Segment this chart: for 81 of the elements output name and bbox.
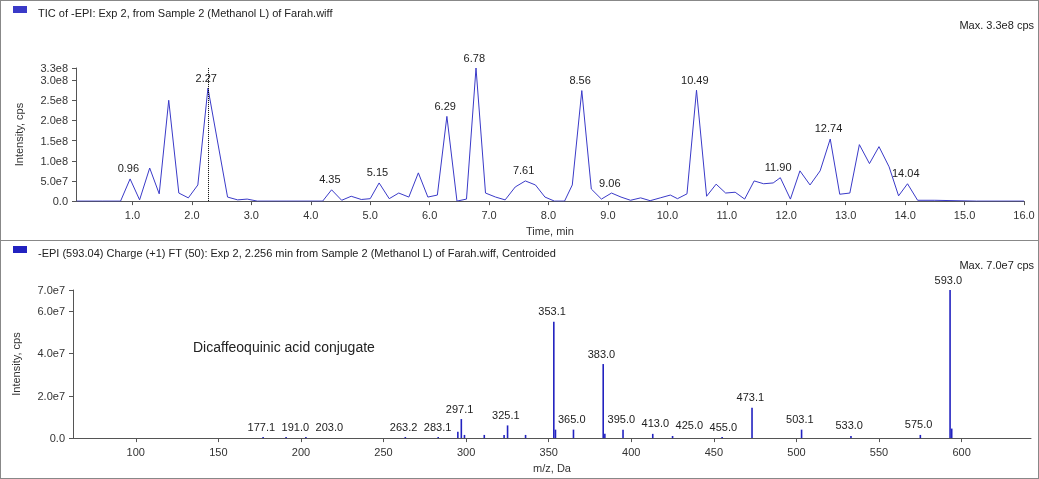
- annotation: 353.1: [538, 305, 566, 318]
- x-tick-label: 600: [952, 445, 971, 458]
- text: Max. 3.3e8 cps: [959, 18, 1035, 31]
- annotation: 7.61: [512, 164, 535, 177]
- y-tick-label: 1.5e8: [40, 134, 68, 147]
- x-tick-label: 3.0: [243, 208, 259, 221]
- y-tick-label: 3.0e8: [40, 74, 68, 87]
- annotation: 383.0: [587, 347, 616, 360]
- y-tick-label: 2.0e8: [40, 114, 68, 127]
- annotation: 263.2: [389, 420, 418, 433]
- x-tick-label: 350: [539, 445, 558, 458]
- annotation: 5.15: [366, 166, 389, 179]
- y-axis-title: Intensity, cps: [9, 331, 22, 396]
- x-tick-label: 250: [374, 445, 393, 458]
- x-tick-label: 500: [787, 445, 806, 458]
- x-axis-title: Time, min: [526, 224, 574, 237]
- annotation: 203.0: [315, 420, 344, 433]
- x-tick-label: 2.0: [184, 208, 200, 221]
- annotation: 473.1: [736, 391, 765, 404]
- y-tick-label: 0.0: [49, 432, 65, 445]
- y-tick-label: 1.0e8: [40, 154, 68, 167]
- annotation: 325.1: [492, 408, 520, 421]
- annotation: 503.1: [786, 413, 814, 426]
- annotation: 575.0: [904, 418, 933, 431]
- x-axis-title: m/z, Da: [533, 461, 572, 474]
- annotation: 6.29: [434, 99, 456, 112]
- y-tick-label: 5.0e7: [40, 174, 68, 187]
- annotation: 10.49: [681, 73, 709, 86]
- y-tick-label: 4.0e7: [37, 347, 65, 360]
- y-tick-label: 3.3e8: [40, 62, 68, 74]
- annotation: 14.04: [892, 167, 920, 180]
- x-tick-label: 200: [291, 445, 311, 458]
- annotation: 283.1: [423, 420, 452, 433]
- annotation: 593.0: [934, 273, 963, 286]
- y-tick-label: 0.0: [52, 195, 68, 208]
- x-tick-label: 150: [209, 445, 228, 458]
- y-tick-label: 6.0e7: [37, 305, 65, 318]
- x-tick-label: 450: [704, 445, 724, 458]
- text: Max. 7.0e7 cps: [959, 258, 1035, 271]
- annotation: 12.74: [814, 122, 843, 135]
- annotation: Dicaffeoquinic acid conjugate: [193, 339, 376, 355]
- annotation: 297.1: [445, 402, 474, 415]
- x-tick-label: 7.0: [481, 208, 497, 221]
- x-tick-label: 11.0: [716, 208, 738, 221]
- annotation: 4.35: [319, 173, 341, 186]
- annotation: 533.0: [835, 419, 863, 432]
- annotation: 0.96: [117, 162, 140, 175]
- chart-title: TIC of -EPI: Exp 2, from Sample 2 (Methanol L) of Farah.wiff: [38, 6, 334, 19]
- annotation: 425.0: [675, 419, 704, 432]
- x-tick-label: 12.0: [775, 208, 797, 221]
- x-tick-label: 100: [126, 445, 145, 458]
- annotation: 9.06: [599, 176, 621, 189]
- x-tick-label: 10.0: [656, 208, 679, 221]
- y-tick-label: 2.0e7: [37, 389, 65, 402]
- x-tick-label: 13.0: [834, 208, 857, 221]
- annotation: 177.1: [247, 420, 276, 433]
- x-tick-label: 6.0: [421, 208, 438, 221]
- chart-title: -EPI (593.04) Charge (+1) FT (50): Exp 2, 2.256 min from Sample 2 (Methanol L) of Farah.wiff, Centroided: [38, 246, 556, 259]
- x-tick-label: 14.0: [894, 208, 916, 221]
- annotation: 365.0: [557, 413, 586, 426]
- y-axis-title: Intensity, cps: [12, 102, 25, 167]
- x-tick-label: 9.0: [600, 208, 616, 221]
- annotation: 8.56: [569, 74, 591, 87]
- y-tick-label: 7.0e7: [37, 284, 65, 296]
- annotation: 455.0: [709, 420, 738, 433]
- annotation: 191.0: [281, 420, 310, 433]
- y-tick-label: 2.5e8: [40, 94, 68, 107]
- x-tick-label: 300: [456, 445, 476, 458]
- annotation: 413.0: [641, 417, 670, 430]
- annotation: 6.78: [463, 51, 486, 64]
- annotation: 2.27: [195, 71, 217, 84]
- x-tick-label: 15.0: [953, 208, 976, 221]
- x-tick-label: 1.0: [124, 208, 141, 221]
- x-tick-label: 5.0: [362, 208, 378, 221]
- x-tick-label: 16.0: [1013, 208, 1035, 221]
- annotation: 395.0: [607, 413, 636, 426]
- x-tick-label: 8.0: [540, 208, 557, 221]
- annotation: 11.90: [764, 161, 792, 174]
- x-tick-label: 400: [622, 445, 641, 458]
- x-tick-label: 550: [869, 445, 889, 458]
- x-tick-label: 4.0: [303, 208, 319, 221]
